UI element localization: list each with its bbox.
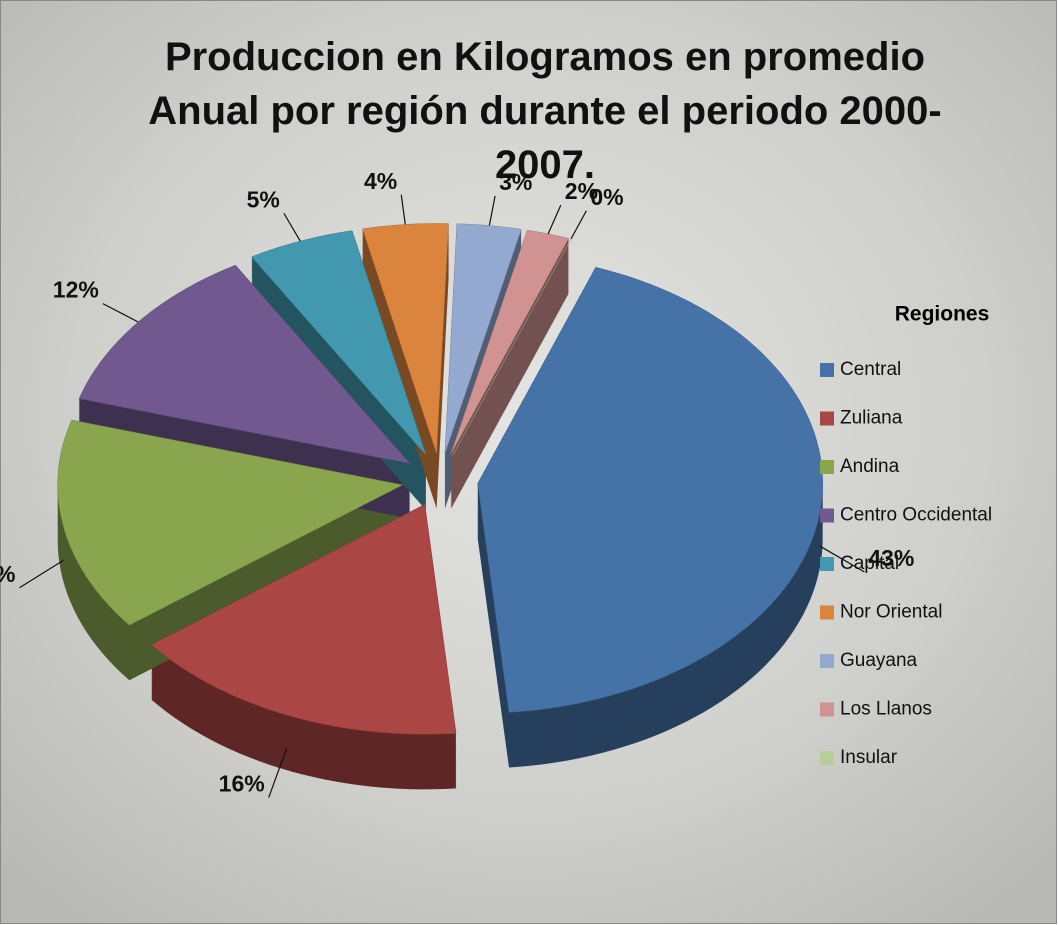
legend-label: Los Llanos xyxy=(840,699,932,720)
data-label: 12% xyxy=(53,277,99,303)
legend-swatch xyxy=(820,509,834,523)
legend-swatch xyxy=(820,654,834,668)
data-label: 16% xyxy=(219,771,265,797)
legend-label: Guayana xyxy=(840,650,918,671)
legend-label: Insular xyxy=(840,747,898,768)
legend-swatch xyxy=(820,751,834,765)
legend-label: Central xyxy=(840,359,901,380)
legend-swatch xyxy=(820,606,834,620)
legend-label: Capital xyxy=(840,553,899,574)
legend-label: Zuliana xyxy=(840,408,903,429)
legend-label: Centro Occidental xyxy=(840,505,992,526)
legend-swatch xyxy=(820,557,834,571)
legend-label: Andina xyxy=(840,456,900,477)
legend-swatch xyxy=(820,412,834,426)
chart-title: Produccion en Kilogramos en promedio Anu… xyxy=(130,30,960,192)
chart-area: 43%16%15%12%5%4%3%2%0% Regiones CentralZ… xyxy=(0,0,1058,925)
legend-title: Regiones xyxy=(895,303,990,326)
data-label: 15% xyxy=(0,561,15,587)
legend-swatch xyxy=(820,363,834,377)
legend-swatch xyxy=(820,460,834,474)
legend-swatch xyxy=(820,703,834,717)
legend-label: Nor Oriental xyxy=(840,602,942,623)
